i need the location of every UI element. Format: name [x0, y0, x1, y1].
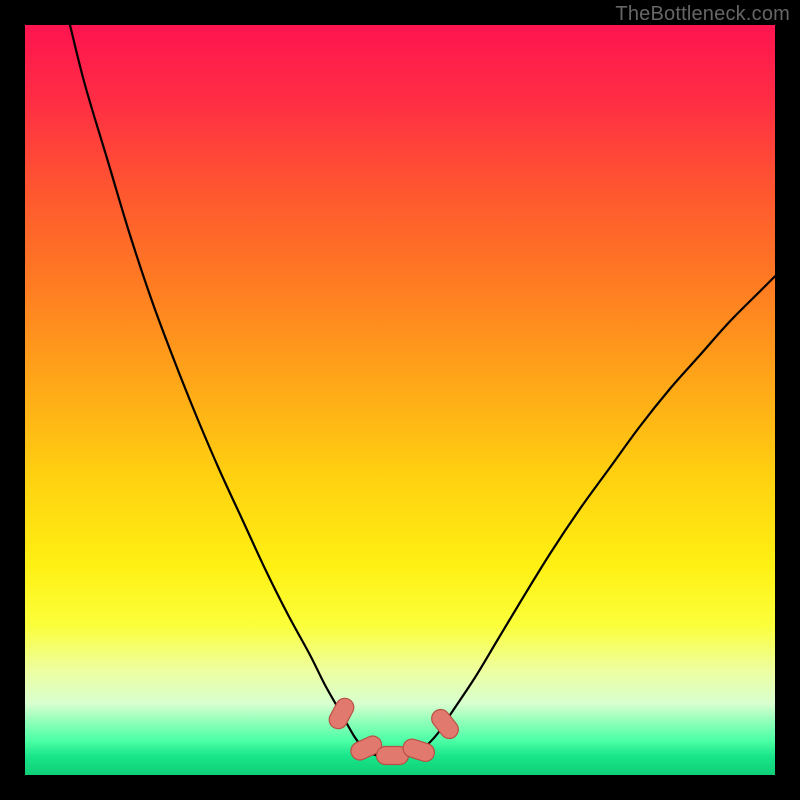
chart-stage: TheBottleneck.com — [0, 0, 800, 800]
chart-background-gradient — [25, 25, 775, 775]
chart-frame — [25, 25, 775, 775]
watermark-text: TheBottleneck.com — [615, 3, 790, 26]
